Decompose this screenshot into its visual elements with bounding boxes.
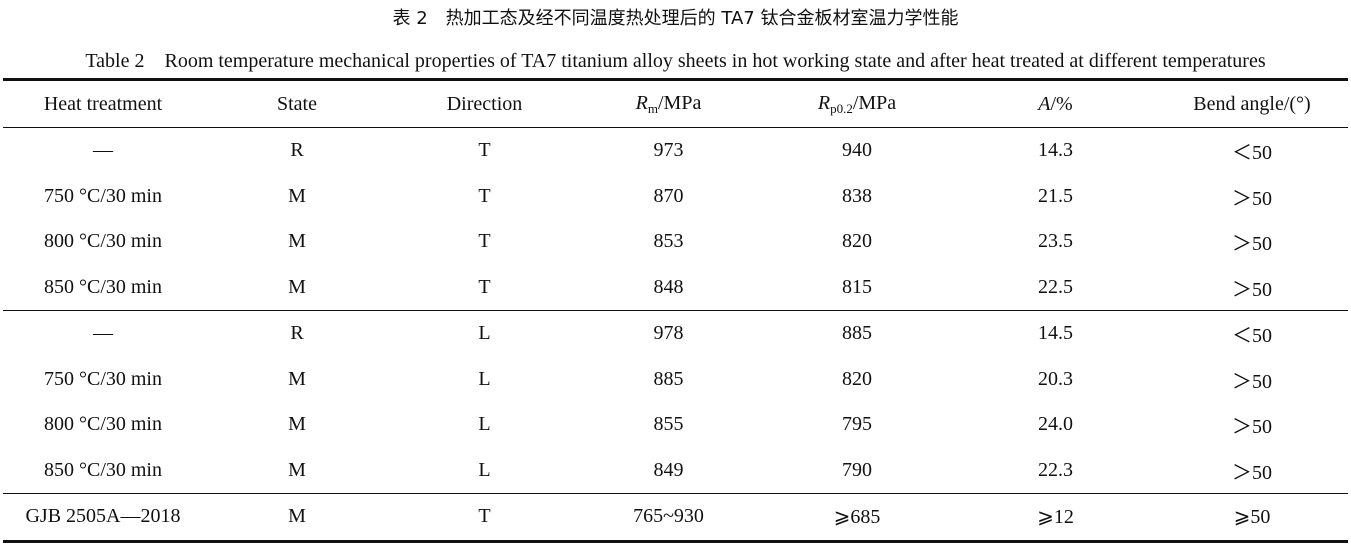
cell-bend-angle: ＞50 <box>1232 461 1272 484</box>
cell-direction: L <box>478 458 491 481</box>
cell-elongation: 14.3 <box>1038 139 1073 162</box>
cell-bend-angle: ＜50 <box>1232 142 1272 165</box>
cell-direction: L <box>478 367 491 390</box>
header-heat-treatment: Heat treatment <box>43 92 163 115</box>
cell-state: M <box>288 458 306 481</box>
cell-rp02: 820 <box>842 230 872 253</box>
header-state: State <box>277 92 317 115</box>
rp-subscript: p0.2 <box>830 100 853 116</box>
cell-bend-angle: ＞50 <box>1232 187 1272 210</box>
cell-elongation: ⩾12 <box>1037 506 1074 529</box>
rm-unit: /MPa <box>658 91 702 114</box>
header-rm: Rm/MPa <box>578 80 759 128</box>
cell-state: M <box>288 184 306 207</box>
cell-direction: L <box>478 413 491 436</box>
cell-heat-treatment: — <box>93 322 113 345</box>
cell-state: M <box>288 275 306 298</box>
cell-direction: L <box>478 322 491 345</box>
cell-direction: T <box>478 505 491 528</box>
cell-bend-angle: ＞50 <box>1232 416 1272 439</box>
table-row: GJB 2505A—2018 M T 765~930 ⩾685 ⩾12 ⩾50 <box>3 494 1348 541</box>
cell-rp02: ⩾685 <box>833 506 881 529</box>
a-symbol: A <box>1038 92 1051 115</box>
cell-heat-treatment: GJB 2505A—2018 <box>25 505 181 528</box>
cell-bend-angle: ＞50 <box>1232 278 1272 301</box>
table-row: 750 °C/30 min M L 885 820 20.3 ＞50 <box>3 357 1348 403</box>
cell-rp02: 795 <box>842 413 872 436</box>
table-row: 850 °C/30 min M L 849 790 22.3 ＞50 <box>3 448 1348 494</box>
header-direction: Direction <box>446 92 523 115</box>
cell-state: M <box>288 367 306 390</box>
mechanical-properties-table: Heat treatment State Direction Rm/MPa Rp… <box>3 78 1348 543</box>
cell-direction: T <box>478 275 491 298</box>
cell-rm: 853 <box>653 230 684 253</box>
cell-rm: 978 <box>653 322 684 345</box>
rm-symbol: R <box>635 91 648 114</box>
cell-rm: 848 <box>653 275 684 298</box>
cell-bend-angle: ＜50 <box>1232 325 1272 348</box>
cell-heat-treatment: — <box>93 139 113 162</box>
cell-state: M <box>288 505 306 528</box>
rp-unit: /MPa <box>852 91 897 114</box>
table-caption-chinese: 表 2 热加工态及经不同温度热处理后的 TA7 钛合金板材室温力学性能 <box>392 8 959 29</box>
cell-state: M <box>288 230 306 253</box>
table-row: — R T 973 940 14.3 ＜50 <box>3 128 1348 174</box>
cell-rm: 885 <box>653 367 684 390</box>
cell-elongation: 20.3 <box>1038 367 1073 390</box>
cell-rm: 849 <box>653 458 684 481</box>
cell-elongation: 24.0 <box>1038 413 1073 436</box>
cell-rp02: 940 <box>842 139 872 162</box>
table-row: 800 °C/30 min M L 855 795 24.0 ＞50 <box>3 402 1348 448</box>
cell-elongation: 22.5 <box>1038 275 1073 298</box>
cell-elongation: 23.5 <box>1038 230 1073 253</box>
cell-direction: T <box>478 184 491 207</box>
table-row: 800 °C/30 min M T 853 820 23.5 ＞50 <box>3 219 1348 265</box>
rm-subscript: m <box>647 100 658 116</box>
cell-direction: T <box>478 139 491 162</box>
cell-direction: T <box>478 230 491 253</box>
cell-rm: 973 <box>653 139 684 162</box>
cell-rp02: 790 <box>842 458 872 481</box>
cell-elongation: 14.5 <box>1038 322 1073 345</box>
table-caption-english: Table 2 Room temperature mechanical prop… <box>85 50 1266 72</box>
cell-rp02: 838 <box>842 184 872 207</box>
cell-state: R <box>290 139 304 162</box>
table-row: — R L 978 885 14.5 ＜50 <box>3 311 1348 357</box>
rp-symbol: R <box>817 91 831 114</box>
cell-state: R <box>290 322 304 345</box>
cell-bend-angle: ⩾50 <box>1233 506 1271 529</box>
table-row: 850 °C/30 min M T 848 815 22.5 ＞50 <box>3 265 1348 311</box>
cell-heat-treatment: 750 °C/30 min <box>43 184 162 207</box>
cell-heat-treatment: 850 °C/30 min <box>43 458 162 481</box>
cell-heat-treatment: 800 °C/30 min <box>43 230 162 253</box>
header-rp02: Rp0.2/MPa <box>759 80 955 128</box>
cell-rm: 765~930 <box>633 505 704 528</box>
cell-rp02: 815 <box>842 275 872 298</box>
table-row: 750 °C/30 min M T 870 838 21.5 ＞50 <box>3 174 1348 220</box>
header-bend-angle: Bend angle/(°) <box>1193 92 1311 115</box>
cell-rm: 855 <box>653 413 684 436</box>
cell-rm: 870 <box>653 184 684 207</box>
cell-rp02: 820 <box>842 367 872 390</box>
cell-elongation: 21.5 <box>1038 184 1073 207</box>
cell-heat-treatment: 800 °C/30 min <box>43 413 162 436</box>
cell-state: M <box>288 413 306 436</box>
cell-elongation: 22.3 <box>1038 458 1073 481</box>
cell-heat-treatment: 850 °C/30 min <box>43 275 162 298</box>
a-unit: /% <box>1050 92 1073 115</box>
cell-bend-angle: ＞50 <box>1232 233 1272 256</box>
cell-rp02: 885 <box>842 322 872 345</box>
header-row: Heat treatment State Direction Rm/MPa Rp… <box>3 79 1348 128</box>
cell-heat-treatment: 750 °C/30 min <box>43 367 162 390</box>
cell-bend-angle: ＞50 <box>1232 370 1272 393</box>
header-elongation: A/% <box>955 80 1156 128</box>
